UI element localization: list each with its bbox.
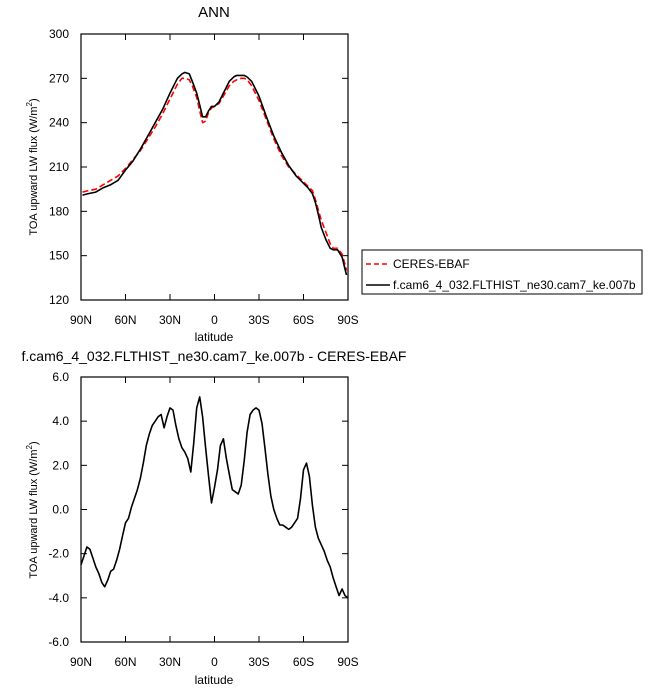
bottom-y-axis-label-superscript: 2 — [25, 444, 34, 449]
bottom-series-group — [80, 396, 349, 599]
bottom-x-tick-label: 0 — [211, 655, 218, 669]
top-series-line-1 — [82, 71, 348, 276]
top-series-group — [82, 71, 348, 276]
top-y-axis-label-text: TOA upward LW flux (W/m — [28, 106, 40, 235]
bottom-y-axis-label-text: TOA upward LW flux (W/m — [28, 449, 40, 578]
legend-label-model: f.cam6_4_032.FLTHIST_ne30.cam7_ke.007b — [393, 278, 636, 292]
top-y-tick-label: 210 — [49, 160, 69, 174]
bottom-x-axis-label: latitude — [195, 673, 234, 687]
top-y-tick-label: 240 — [49, 116, 69, 130]
top-chart-title: ANN — [198, 4, 230, 21]
bottom-x-tick-label: 30N — [159, 655, 181, 669]
top-x-axis: 90N 60N 30N 0 30S 60S 90S — [70, 34, 359, 327]
top-y-axis-label: TOA upward LW flux (W/m2) — [25, 98, 40, 235]
top-x-tick-label: 60S — [293, 313, 314, 327]
bottom-y-axis: -6.0 -4.0 -2.0 0.0 2.0 4.0 6.0 — [48, 370, 348, 649]
bottom-x-tick-label: 60S — [293, 655, 314, 669]
bottom-y-tick-label: -6.0 — [48, 635, 69, 649]
bottom-series-line-0 — [80, 396, 349, 599]
top-series-line-0 — [82, 77, 348, 271]
bottom-y-tick-label: 4.0 — [52, 414, 69, 428]
top-x-tick-label: 30N — [159, 313, 181, 327]
bottom-x-tick-label: 60N — [114, 655, 136, 669]
top-x-tick-label: 0 — [211, 313, 218, 327]
bottom-y-tick-label: -2.0 — [48, 547, 69, 561]
bottom-x-axis: 90N 60N 30N 0 30S 60S 90S — [70, 377, 359, 669]
top-plot-frame — [80, 33, 349, 301]
bottom-y-tick-label: 0.0 — [52, 503, 69, 517]
top-y-tick-label: 270 — [49, 71, 69, 85]
bottom-y-axis-label: TOA upward LW flux (W/m2) — [25, 441, 40, 578]
bottom-chart-title: f.cam6_4_032.FLTHIST_ne30.cam7_ke.007b -… — [22, 348, 407, 364]
top-x-axis-label: latitude — [195, 330, 234, 344]
top-y-axis: 120 150 180 210 240 270 300 — [49, 27, 348, 307]
top-y-tick-label: 120 — [49, 293, 69, 307]
top-x-tick-label: 90S — [337, 313, 358, 327]
top-y-axis-label-close: ) — [28, 98, 40, 102]
top-y-tick-label: 180 — [49, 204, 69, 218]
bottom-y-axis-label-close: ) — [28, 441, 40, 445]
top-x-tick-label: 60N — [114, 313, 136, 327]
top-x-tick-label: 30S — [248, 313, 269, 327]
top-y-tick-label: 150 — [49, 249, 69, 263]
top-x-tick-label: 90N — [70, 313, 92, 327]
legend-label-ceres-ebaf: CERES-EBAF — [393, 257, 470, 271]
bottom-y-tick-label: -4.0 — [48, 591, 69, 605]
bottom-chart: f.cam6_4_032.FLTHIST_ne30.cam7_ke.007b -… — [22, 348, 407, 687]
bottom-y-tick-label: 6.0 — [52, 370, 69, 384]
bottom-y-tick-label: 2.0 — [52, 458, 69, 472]
legend: CERES-EBAF f.cam6_4_032.FLTHIST_ne30.cam… — [361, 249, 643, 295]
top-chart: ANN 90N 60N 30N 0 30S 60S 90S 120 150 180 210 240 2… — [25, 4, 359, 344]
bottom-x-tick-label: 30S — [248, 655, 269, 669]
top-y-tick-label: 300 — [49, 27, 69, 41]
bottom-plot-frame — [80, 376, 349, 643]
legend-box — [361, 249, 643, 295]
bottom-x-tick-label: 90N — [70, 655, 92, 669]
top-y-axis-label-superscript: 2 — [25, 101, 34, 106]
bottom-x-tick-label: 90S — [337, 655, 358, 669]
